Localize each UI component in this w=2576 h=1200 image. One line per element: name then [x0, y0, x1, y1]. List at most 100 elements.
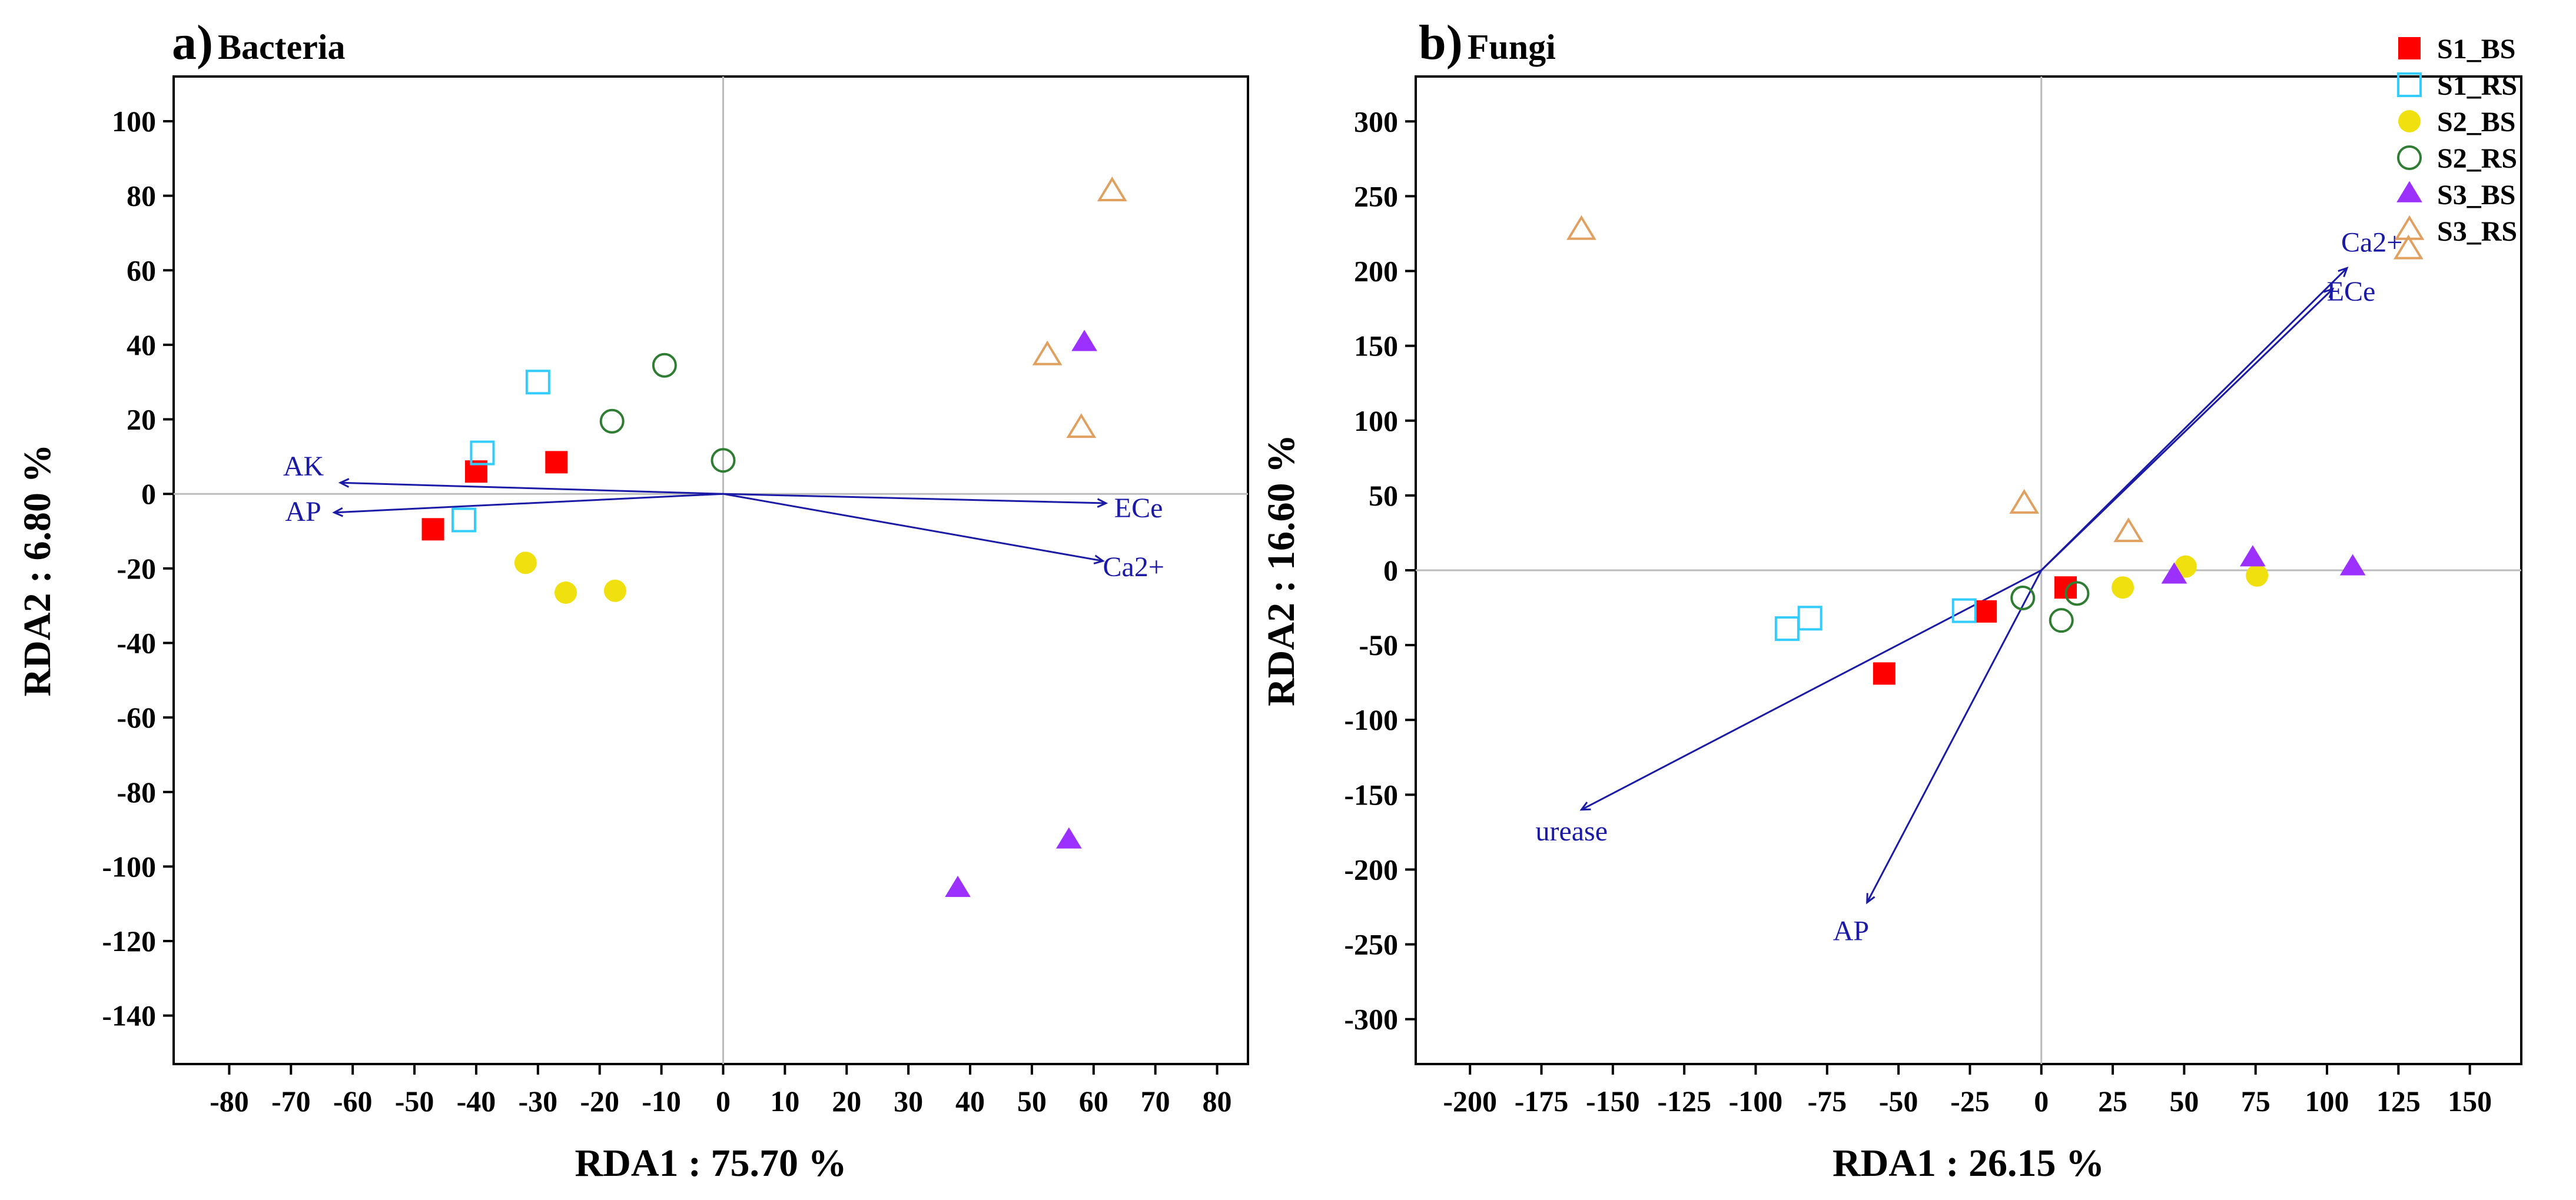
- panel-a-ytick-label: -80: [117, 776, 156, 809]
- panel-b-point-s2-rs: [2010, 586, 2036, 611]
- panel-b-xtick-label: 100: [2305, 1085, 2349, 1118]
- panel-a-xtick-label: 0: [716, 1085, 731, 1118]
- panel-b-point-s3-rs: [2393, 234, 2424, 260]
- panel-b-ytick-label: -200: [1344, 853, 1398, 886]
- legend-marker-s1-rs: [2397, 72, 2422, 97]
- legend-marker-s2-rs: [2397, 145, 2422, 170]
- panel-b-point-s1-rs: [1797, 606, 1823, 631]
- panel-a-point-s3-rs: [1032, 340, 1063, 365]
- panel-a-point-s1-bs: [545, 451, 568, 474]
- panel-b-point-s3-bs: [2339, 554, 2366, 576]
- panel-a-xtick-label: -60: [333, 1085, 373, 1118]
- panel-a-name: Bacteria: [217, 28, 346, 67]
- panel-a-xlabel: RDA1 : 75.70 %: [575, 1142, 847, 1185]
- panel-a-vector-ak-arrowhead: [338, 478, 350, 488]
- panel-a-point-s1-rs: [451, 507, 476, 533]
- panel-a-point-s2-bs: [555, 581, 577, 604]
- panel-a-ytick-label: -20: [117, 552, 156, 585]
- panel-b-point-s3-rs: [2113, 517, 2144, 543]
- panel-a-vector-ak-label: AK: [283, 451, 324, 482]
- panel-a-xtick-label: 80: [1203, 1085, 1232, 1118]
- panel-a-ytick-label: -120: [102, 925, 156, 958]
- panel-b-vector-ece-arrowhead: [2323, 287, 2335, 298]
- panel-b-vector-ap-label: AP: [1833, 915, 1869, 946]
- panel-a-vector-ece-label: ECe: [1114, 493, 1163, 524]
- panel-a-xtick-label: -20: [580, 1085, 619, 1118]
- panel-a-ytick-label: 20: [127, 403, 156, 436]
- panel-b-point-s1-bs: [1873, 662, 1896, 685]
- panel-b-vector-ca2plus-arrowhead: [2338, 267, 2349, 278]
- panel-b-ytick-label: -50: [1359, 629, 1398, 662]
- panel-a-title: a) Bacteria: [172, 14, 346, 71]
- panel-a-point-s3-rs: [1097, 177, 1127, 202]
- panel-b-xtick-label: 25: [2098, 1085, 2127, 1118]
- panel-a-ytick-label: 60: [127, 254, 156, 287]
- panel-b-xtick-label: -50: [1879, 1085, 1918, 1118]
- panel-b-vector-ece-label: ECe: [2327, 276, 2376, 307]
- panel-b-xtick-label: 125: [2376, 1085, 2421, 1118]
- panel-a-point-s3-bs: [1071, 330, 1097, 351]
- panel-b-xtick-label: 150: [2448, 1085, 2492, 1118]
- panel-b-name: Fungi: [1467, 28, 1556, 67]
- panel-a-vector-ece-line: [723, 493, 1106, 504]
- legend-label-s3-bs: S3_BS: [2437, 179, 2515, 211]
- panel-b-point-s2-rs: [2049, 608, 2074, 633]
- panel-a-xtick-label: 60: [1079, 1085, 1108, 1118]
- panel-b-ytick-label: 100: [1354, 404, 1398, 437]
- panel-b-point-s3-rs: [2009, 488, 2040, 514]
- panel-a-ytick-label: -60: [117, 701, 156, 734]
- panel-b-xtick-label: -200: [1443, 1085, 1497, 1118]
- panel-b-point-s1-rs: [1774, 616, 1800, 641]
- panel-b-xtick-label: 50: [2169, 1085, 2199, 1118]
- panel-b-ytick-label: -300: [1344, 1003, 1398, 1036]
- panel-a-xtick-label: 40: [955, 1085, 985, 1118]
- panel-b-ytick-label: 150: [1354, 330, 1398, 363]
- panel-b-xtick-label: -100: [1729, 1085, 1783, 1118]
- legend-label-s1-bs: S1_BS: [2437, 34, 2515, 65]
- panel-b-ytick-label: -250: [1344, 928, 1398, 961]
- panel-a-xtick-label: -80: [210, 1085, 249, 1118]
- panel-b-xtick-label: -75: [1807, 1085, 1847, 1118]
- panel-b-point-s1-rs: [1951, 598, 1977, 623]
- panel-a-letter: a): [172, 15, 213, 70]
- panel-a-point-s3-bs: [1055, 827, 1082, 849]
- panel-b-ytick-label: 200: [1354, 255, 1398, 288]
- panel-a-ytick-label: 100: [112, 105, 156, 138]
- panel-a-point-s1-rs: [525, 370, 550, 395]
- panel-b-xlabel: RDA1 : 26.15 %: [1833, 1142, 2104, 1185]
- legend-marker-s3-bs: [2396, 181, 2422, 202]
- panel-a-ytick-label: 80: [127, 179, 156, 212]
- panel-b-vector-ap-line: [1866, 570, 2043, 903]
- panel-a-xtick-label: 30: [894, 1085, 923, 1118]
- panel-b-xtick-label: -150: [1586, 1085, 1640, 1118]
- panel-b-point-s2-rs: [2064, 581, 2090, 606]
- panel-a-ylabel: RDA2 : 6.80 %: [16, 444, 59, 697]
- panel-a-xtick-label: 70: [1141, 1085, 1170, 1118]
- panel-a-xtick-label: -10: [642, 1085, 681, 1118]
- panel-a-point-s1-bs: [421, 518, 444, 541]
- panel-a-vector-ca2plus-arrowhead: [1093, 554, 1105, 564]
- panel-a-xtick-label: 50: [1017, 1085, 1047, 1118]
- panel-a-vector-ap-label: AP: [285, 496, 321, 527]
- legend-label-s2-bs: S2_BS: [2437, 107, 2515, 138]
- panel-b-xtick-label: -25: [1950, 1085, 1990, 1118]
- panel-a-vector-ca2plus-label: Ca2+: [1103, 551, 1164, 583]
- panel-a-point-s2-bs: [514, 551, 537, 574]
- panel-a-vector-ca2plus-line: [723, 493, 1103, 562]
- panel-b-ylabel: RDA2 : 16.60 %: [1260, 434, 1303, 706]
- panel-a-xtick-label: -50: [395, 1085, 434, 1118]
- panel-a-point-s2-rs: [599, 408, 625, 434]
- panel-a-point-s3-rs: [1066, 413, 1097, 438]
- panel-a-ytick-label: 40: [127, 328, 156, 361]
- panel-b-point-s2-bs: [2112, 576, 2135, 599]
- panel-b-ytick-label: 50: [1369, 479, 1398, 512]
- panel-b-point-s3-bs: [2239, 545, 2266, 567]
- panel-a-vector-ap-line: [334, 493, 723, 514]
- legend-marker-s1-bs: [2398, 37, 2421, 59]
- legend-label-s2-rs: S2_RS: [2437, 143, 2517, 174]
- panel-a-xtick-label: -40: [457, 1085, 496, 1118]
- panel-b-letter: b): [1419, 15, 1463, 70]
- panel-b-ytick-label: 300: [1354, 105, 1398, 138]
- panel-a-point-s2-rs: [652, 353, 677, 378]
- panel-a-ytick-label: -40: [117, 626, 156, 659]
